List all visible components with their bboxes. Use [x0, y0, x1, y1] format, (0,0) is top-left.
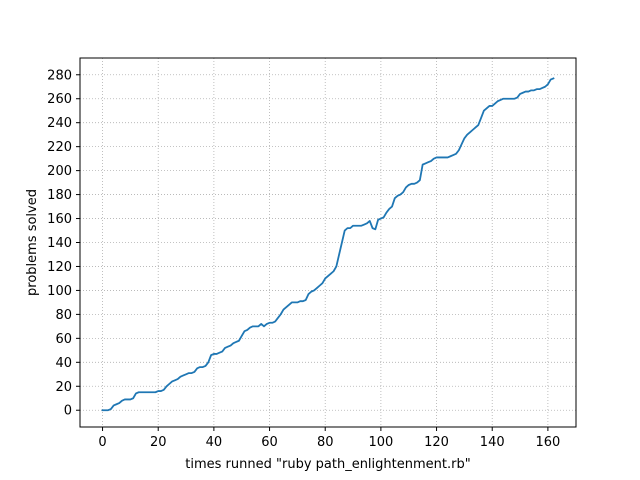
y-tick-label: 40 — [55, 356, 72, 371]
x-tick-label: 40 — [206, 435, 223, 450]
y-tick-label: 120 — [47, 260, 72, 275]
y-tick-label: 180 — [47, 188, 72, 203]
x-tick-label: 160 — [535, 435, 560, 450]
y-tick-label: 0 — [64, 404, 72, 419]
ticks: 0 20 40 60 80 100 120 140 160 0 20 40 60 80 100 120 140 1… — [47, 68, 560, 450]
y-tick-label: 240 — [47, 116, 72, 131]
y-tick-label: 140 — [47, 236, 72, 251]
y-tick-label: 60 — [55, 332, 72, 347]
series-layer — [101, 77, 555, 412]
x-tick-label: 0 — [98, 435, 106, 450]
series-line — [101, 77, 555, 412]
x-tick-label: 140 — [480, 435, 505, 450]
y-tick-label: 100 — [47, 284, 72, 299]
y-tick-label: 20 — [55, 380, 72, 395]
y-tick-label: 80 — [55, 308, 72, 323]
x-axis-label: times runned "ruby path_enlightenment.rb… — [185, 457, 470, 472]
y-axis-label: problems solved — [25, 189, 40, 296]
x-tick-label: 100 — [368, 435, 393, 450]
y-tick-label: 220 — [47, 140, 72, 155]
y-tick-label: 280 — [47, 68, 72, 83]
x-tick-label: 20 — [150, 435, 167, 450]
y-tick-label: 260 — [47, 92, 72, 107]
x-tick-label: 120 — [424, 435, 449, 450]
x-tick-label: 60 — [261, 435, 278, 450]
x-tick-label: 80 — [317, 435, 334, 450]
y-tick-label: 160 — [47, 212, 72, 227]
y-tick-label: 200 — [47, 164, 72, 179]
